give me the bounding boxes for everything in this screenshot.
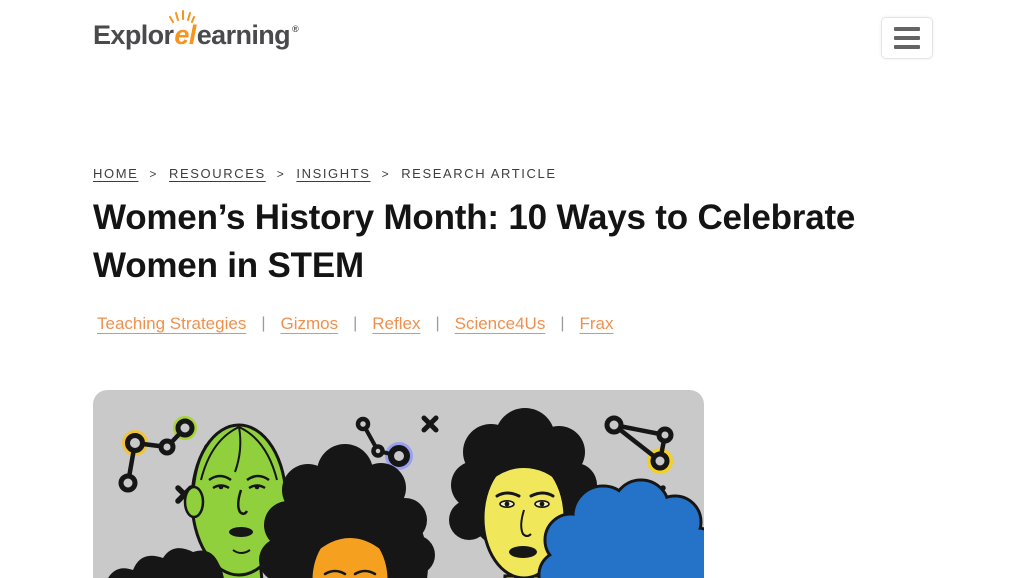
orange-woman <box>259 444 435 578</box>
breadcrumb-link-insights[interactable]: INSIGHTS <box>296 166 371 181</box>
site-header: Explor el earning ® <box>0 0 1028 76</box>
tag-separator: | <box>353 315 358 332</box>
blue-figure <box>537 478 704 578</box>
registered-trademark: ® <box>292 24 299 34</box>
constellation-right <box>604 415 674 504</box>
hamburger-icon <box>894 27 920 31</box>
breadcrumb-separator: > <box>149 166 159 181</box>
breadcrumb-link-resources[interactable]: RESOURCES <box>169 166 266 181</box>
tag-science4us[interactable]: Science4Us <box>454 314 546 333</box>
logo-text-before: Explor <box>93 20 174 50</box>
tag-gizmos[interactable]: Gizmos <box>280 314 339 333</box>
tag-frax[interactable]: Frax <box>579 314 614 333</box>
tag-separator: | <box>435 315 440 332</box>
tag-separator: | <box>261 315 266 332</box>
logo-accent: el <box>169 10 196 51</box>
tag-reflex[interactable]: Reflex <box>372 314 421 333</box>
explorelearning-logo[interactable]: Explor el earning ® <box>93 10 299 51</box>
hamburger-menu-button[interactable] <box>881 17 933 59</box>
page-title: Women’s History Month: 10 Ways to Celebr… <box>93 198 856 285</box>
tag-teaching-strategies[interactable]: Teaching Strategies <box>97 314 247 333</box>
breadcrumb-separator: > <box>381 166 391 181</box>
sunburst-icon <box>169 10 196 23</box>
logo-text-after: earning <box>196 20 291 50</box>
logo-accent-text: el <box>174 20 196 50</box>
breadcrumb-separator: > <box>276 166 286 181</box>
hero-illustration <box>93 390 704 578</box>
breadcrumb: HOME > RESOURCES > INSIGHTS > RESEARCH A… <box>93 166 557 181</box>
article-tags: Teaching Strategies | Gizmos | Reflex | … <box>97 314 613 334</box>
breadcrumb-link-home[interactable]: HOME <box>93 166 139 181</box>
constellation-center <box>355 415 439 470</box>
black-hair-blob <box>108 548 224 578</box>
tag-separator: | <box>560 315 565 332</box>
breadcrumb-current-page: RESEARCH ARTICLE <box>401 166 557 181</box>
